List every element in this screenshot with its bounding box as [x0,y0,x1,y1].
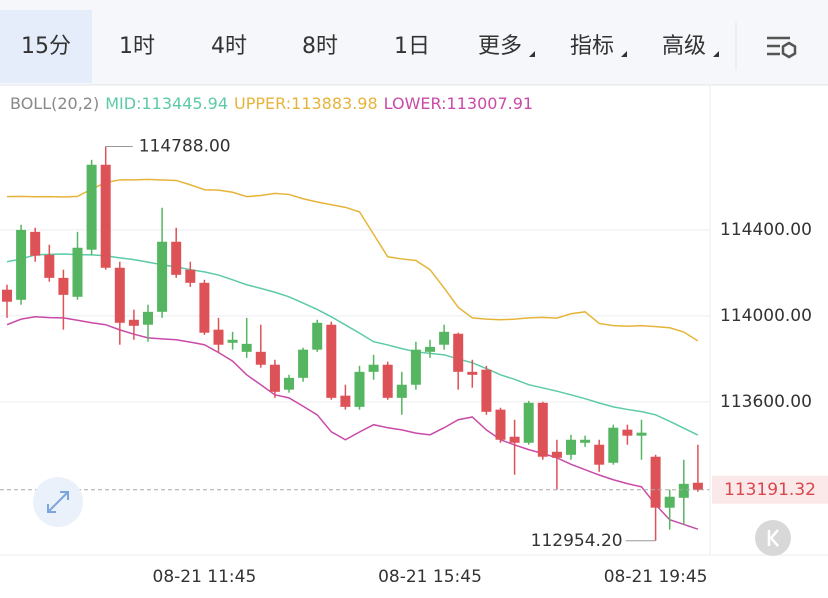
candle-body [16,229,27,300]
candle-body [171,241,182,275]
reset-button[interactable] [755,520,791,556]
candle-body [566,439,576,455]
candle-body [495,409,506,440]
candle-body [636,432,647,436]
tab[interactable]: 15分 [21,34,71,59]
candle-body [340,395,351,407]
indicator-readout: BOLL(20,2) MID:113445.94 UPPER:113883.98 LO… [10,94,533,113]
dropdown-caret [713,51,719,57]
toolbar-bg [0,0,828,85]
boll-line [6,316,699,530]
candle-body [114,267,125,323]
candle-body [509,436,520,443]
candle-body [30,231,41,256]
candle-body [594,444,605,465]
candle-body [453,333,464,372]
expand-button[interactable] [33,477,83,527]
candle-body [255,351,266,365]
candle-body [523,402,534,443]
high-label: 114788.00 [139,136,231,156]
candle-body [185,269,196,283]
candle-body [312,322,323,350]
readout: LOWER:113007.91 [384,94,533,113]
readout: UPPER:113883.98 [234,94,378,113]
tab[interactable]: 高级 [662,34,706,59]
candle-body [410,349,421,385]
x-tick-label: 08-21 15:45 [378,567,482,587]
candle-body [537,402,548,457]
candle-body [2,289,12,302]
y-tick-label: 114400.00 [720,220,812,240]
candle-body [439,331,450,345]
candle-body [241,343,252,352]
candle-body [368,364,379,372]
tab[interactable]: 8时 [302,34,338,59]
candle-body [467,371,478,375]
low-label: 112954.20 [531,531,623,551]
dropdown-caret [529,51,535,57]
last-price-label: 113191.32 [724,480,816,500]
x-tick-label: 08-21 19:45 [604,567,708,587]
candle-body [664,496,675,508]
candle-body [128,319,139,326]
candle-body [580,439,591,443]
candle-body [608,427,619,463]
y-tick-label: 114000.00 [720,306,812,326]
candle-body [58,277,69,295]
candle-body [425,346,435,352]
candle-body [354,371,365,407]
candle-body [551,451,562,458]
candle-body [157,241,168,312]
candle-body [227,339,238,343]
active-tab-bg [0,10,92,83]
candle-body [284,377,294,390]
candle-body [213,329,224,345]
candle-body [100,164,111,268]
candle-body [481,369,492,412]
candle-body [678,483,689,498]
candle-body [650,456,661,508]
dropdown-caret [621,51,627,57]
candle-body [269,364,280,392]
candle-body [382,364,393,398]
candle-body [692,482,703,490]
tab[interactable]: 1时 [119,34,155,59]
candle-body [199,282,210,333]
indicator-name: BOLL(20,2) [10,94,99,113]
candle-body [622,429,633,436]
readout: MID:113445.94 [105,94,228,113]
candle-body [326,324,337,398]
boll-line [6,253,699,436]
boll-line [6,178,699,342]
settings-icon[interactable] [767,36,797,59]
x-tick-label: 08-21 11:45 [153,567,257,587]
tab[interactable]: 1日 [394,34,430,59]
candle-body [143,311,153,325]
tab[interactable]: 4时 [211,34,247,59]
tab[interactable]: 指标 [570,34,614,59]
candle-body [86,164,97,250]
last-price-tag [712,475,828,504]
candle-body [396,384,407,398]
tab[interactable]: 更多 [478,34,522,59]
chart: 113600.00 114000.00 114400.00 08-21 11:45 08… [0,94,828,587]
candle-body [298,349,309,378]
candle-body [44,254,55,278]
y-tick-label: 113600.00 [720,392,812,412]
candle-body [72,247,83,297]
